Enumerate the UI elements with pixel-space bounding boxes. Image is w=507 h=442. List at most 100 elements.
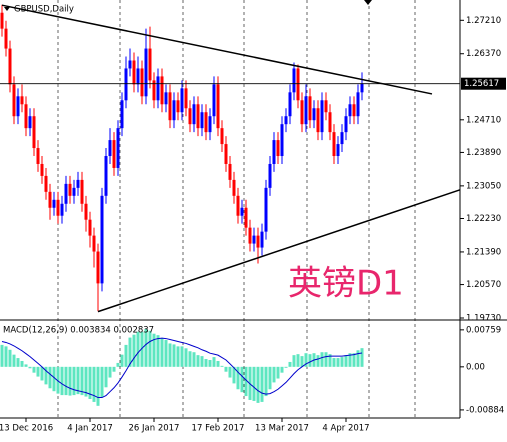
macd-bar xyxy=(348,353,352,367)
candle-body xyxy=(360,83,364,93)
candle-body xyxy=(200,112,204,129)
macd-bar xyxy=(308,354,312,367)
candle-body xyxy=(160,76,164,105)
macd-bar xyxy=(272,366,276,383)
macd-bar xyxy=(44,366,48,385)
candle-body xyxy=(284,116,288,125)
macd-bar xyxy=(72,366,76,396)
candle-body xyxy=(4,28,8,49)
x-tick-label: 13 Dec 2016 xyxy=(0,424,53,434)
candle-body xyxy=(8,48,12,85)
trendline xyxy=(97,189,461,313)
macd-bar xyxy=(136,331,140,367)
macd-bar xyxy=(132,334,136,367)
y-tick-label: 1.27210 xyxy=(466,16,501,26)
candle-body xyxy=(16,96,20,117)
candle-body xyxy=(0,12,4,29)
macd-bar xyxy=(256,366,260,403)
macd-y-tick-label: -0.00884 xyxy=(466,405,504,415)
macd-bar xyxy=(100,366,104,398)
x-tick-label: 17 Feb 2017 xyxy=(192,424,245,434)
candle-body xyxy=(252,235,256,244)
macd-bar xyxy=(52,366,56,392)
macd-bar xyxy=(356,350,360,367)
macd-bar xyxy=(120,354,124,367)
y-tick-label: 1.23050 xyxy=(466,181,501,191)
candle-body xyxy=(112,140,116,168)
macd-bar xyxy=(164,340,168,367)
candle-body xyxy=(196,104,200,129)
candle-body xyxy=(348,104,352,117)
candle-body xyxy=(256,235,260,248)
candle-body xyxy=(176,100,180,113)
candle-body xyxy=(152,80,156,101)
macd-bar xyxy=(332,358,336,367)
y-tick-label: 1.26370 xyxy=(466,49,501,59)
candle-body xyxy=(204,112,208,133)
candle-body xyxy=(148,48,152,81)
macd-bar xyxy=(56,366,60,394)
macd-bar xyxy=(336,358,340,367)
candle-body xyxy=(172,100,176,121)
macd-bar xyxy=(228,366,232,378)
macd-bar xyxy=(172,344,176,367)
macd-bar xyxy=(20,360,24,367)
candle-body xyxy=(276,140,280,157)
candle-body xyxy=(184,88,188,109)
macd-bar xyxy=(40,366,44,381)
candle-body xyxy=(128,60,132,69)
candle-body xyxy=(260,231,264,248)
candle-body xyxy=(344,116,348,133)
candle-body xyxy=(208,116,212,133)
macd-bar xyxy=(324,352,328,367)
macd-bar xyxy=(168,343,172,367)
candle-body xyxy=(168,92,172,121)
macd-bar xyxy=(260,366,264,402)
candle-body xyxy=(220,128,224,145)
macd-bar xyxy=(304,353,308,367)
candle-body xyxy=(96,251,100,284)
candle-body xyxy=(240,207,244,216)
macd-bar xyxy=(16,358,20,367)
macd-bar xyxy=(340,357,344,367)
macd-bar xyxy=(88,366,92,399)
macd-bar xyxy=(112,366,116,372)
macd-y-tick-label: 0.00 xyxy=(466,362,485,372)
candle-body xyxy=(324,100,328,113)
macd-bar xyxy=(80,366,84,396)
candle-body xyxy=(44,175,48,192)
candle-body xyxy=(320,100,324,133)
candle-body xyxy=(312,108,316,121)
candle-body xyxy=(224,144,228,164)
candle-body xyxy=(292,68,296,93)
candle-body xyxy=(60,203,64,216)
candle-body xyxy=(144,48,148,97)
macd-bar xyxy=(252,366,256,401)
macd-bar xyxy=(200,356,204,367)
candle-body xyxy=(136,68,140,85)
macd-bar xyxy=(156,335,160,367)
macd-bar xyxy=(104,366,108,388)
macd-bar xyxy=(108,366,112,378)
macd-bar xyxy=(144,328,148,367)
candle-body xyxy=(356,92,360,117)
candle-body xyxy=(80,179,84,204)
candle-body xyxy=(288,92,292,117)
last-price-label: 1.25617 xyxy=(464,79,499,89)
candle-body xyxy=(232,179,236,196)
macd-bar xyxy=(296,354,300,367)
candle-body xyxy=(328,112,332,133)
macd-bar xyxy=(176,346,180,367)
last-price-box xyxy=(461,77,506,90)
plot: 1.27210 1.26370 1.24710 1.23890 1.23050 1.222… xyxy=(0,4,506,434)
candle-body xyxy=(140,68,144,97)
candle-body xyxy=(336,144,340,157)
macd-bar xyxy=(124,344,128,367)
macd-bar xyxy=(192,352,196,367)
candle-body xyxy=(104,156,108,196)
candle-body xyxy=(352,104,356,117)
candle-body xyxy=(280,124,284,157)
macd-bar xyxy=(208,360,212,367)
candle-body xyxy=(72,187,76,196)
macd-bar xyxy=(268,366,272,390)
